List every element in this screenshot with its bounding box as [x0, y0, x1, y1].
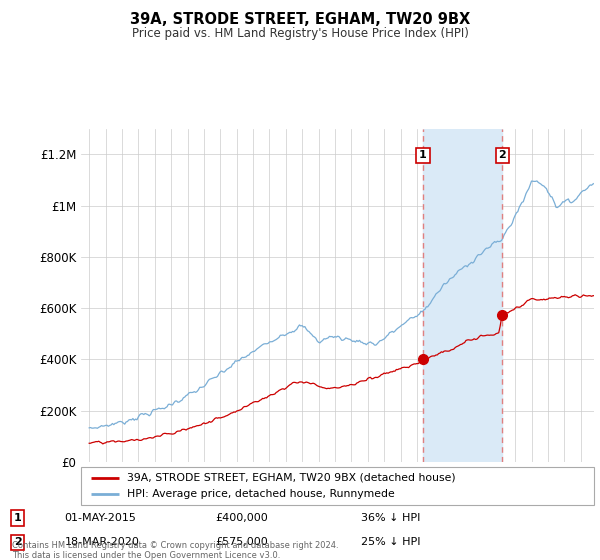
Text: Contains HM Land Registry data © Crown copyright and database right 2024.
This d: Contains HM Land Registry data © Crown c…: [12, 540, 338, 560]
Text: 39A, STRODE STREET, EGHAM, TW20 9BX (detached house): 39A, STRODE STREET, EGHAM, TW20 9BX (det…: [127, 473, 456, 483]
Text: Price paid vs. HM Land Registry's House Price Index (HPI): Price paid vs. HM Land Registry's House …: [131, 27, 469, 40]
Text: £400,000: £400,000: [216, 513, 268, 523]
Text: 01-MAY-2015: 01-MAY-2015: [64, 513, 136, 523]
Text: 25% ↓ HPI: 25% ↓ HPI: [361, 538, 421, 548]
Text: 1: 1: [419, 151, 427, 161]
Text: 36% ↓ HPI: 36% ↓ HPI: [361, 513, 421, 523]
Text: HPI: Average price, detached house, Runnymede: HPI: Average price, detached house, Runn…: [127, 489, 395, 500]
Text: 39A, STRODE STREET, EGHAM, TW20 9BX: 39A, STRODE STREET, EGHAM, TW20 9BX: [130, 12, 470, 27]
Bar: [423, 129, 502, 462]
Text: 2: 2: [14, 538, 22, 548]
Text: £575,000: £575,000: [216, 538, 268, 548]
Text: 2: 2: [499, 151, 506, 161]
Text: 1: 1: [14, 513, 22, 523]
Text: 18-MAR-2020: 18-MAR-2020: [64, 538, 139, 548]
